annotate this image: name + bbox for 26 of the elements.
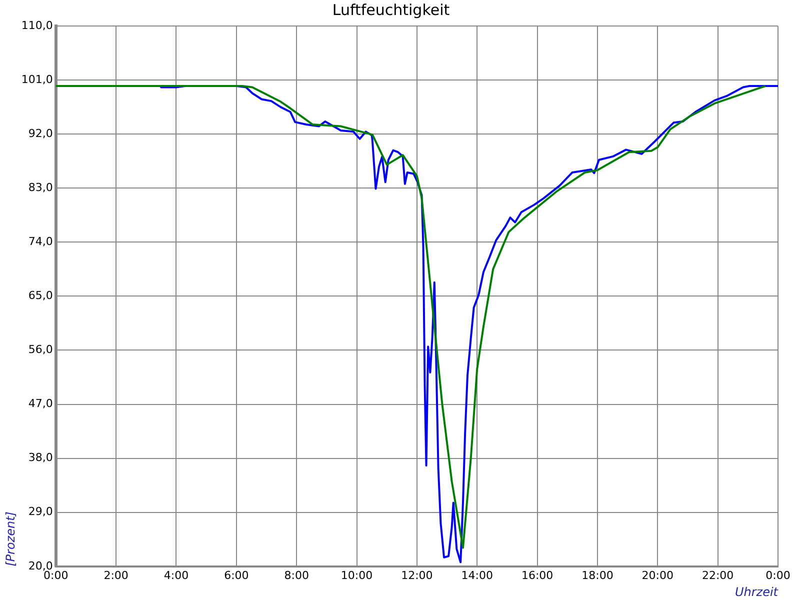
y-tick-label: 65,0	[28, 289, 53, 302]
x-tick-label: 0:00	[766, 568, 790, 582]
y-tick-label: 92,0	[28, 126, 53, 140]
y-tick-label: 110,0	[21, 18, 53, 32]
y-tick-label: 74,0	[28, 235, 53, 248]
x-tick-label: 16:00	[521, 568, 554, 582]
x-tick-label: 10:00	[340, 568, 373, 582]
y-tick-label: 83,0	[28, 180, 53, 194]
y-tick-label: 47,0	[28, 397, 53, 410]
x-tick-label: 22:00	[702, 568, 734, 582]
chart-title: Luftfeuchtigkeit	[332, 0, 450, 19]
x-tick-label: 18:00	[582, 568, 614, 582]
y-tick-label: 101,0	[21, 72, 53, 86]
x-tick-label: 8:00	[284, 568, 309, 582]
y-axis-title: [Prozent]	[3, 511, 18, 566]
y-tick-label: 38,0	[28, 451, 53, 464]
x-axis-title: Uhrzeit	[734, 584, 780, 599]
y-tick-label: 20,0	[28, 559, 53, 572]
y-tick-label: 29,0	[28, 505, 53, 518]
x-tick-label: 20:00	[642, 568, 674, 582]
y-tick-label: 56,0	[28, 343, 53, 356]
x-tick-label: 4:00	[164, 568, 189, 582]
x-tick-label: 6:00	[224, 568, 249, 582]
x-tick-label: 12:00	[401, 568, 433, 582]
x-tick-label: 14:00	[461, 568, 493, 582]
x-tick-label: 2:00	[104, 568, 128, 582]
